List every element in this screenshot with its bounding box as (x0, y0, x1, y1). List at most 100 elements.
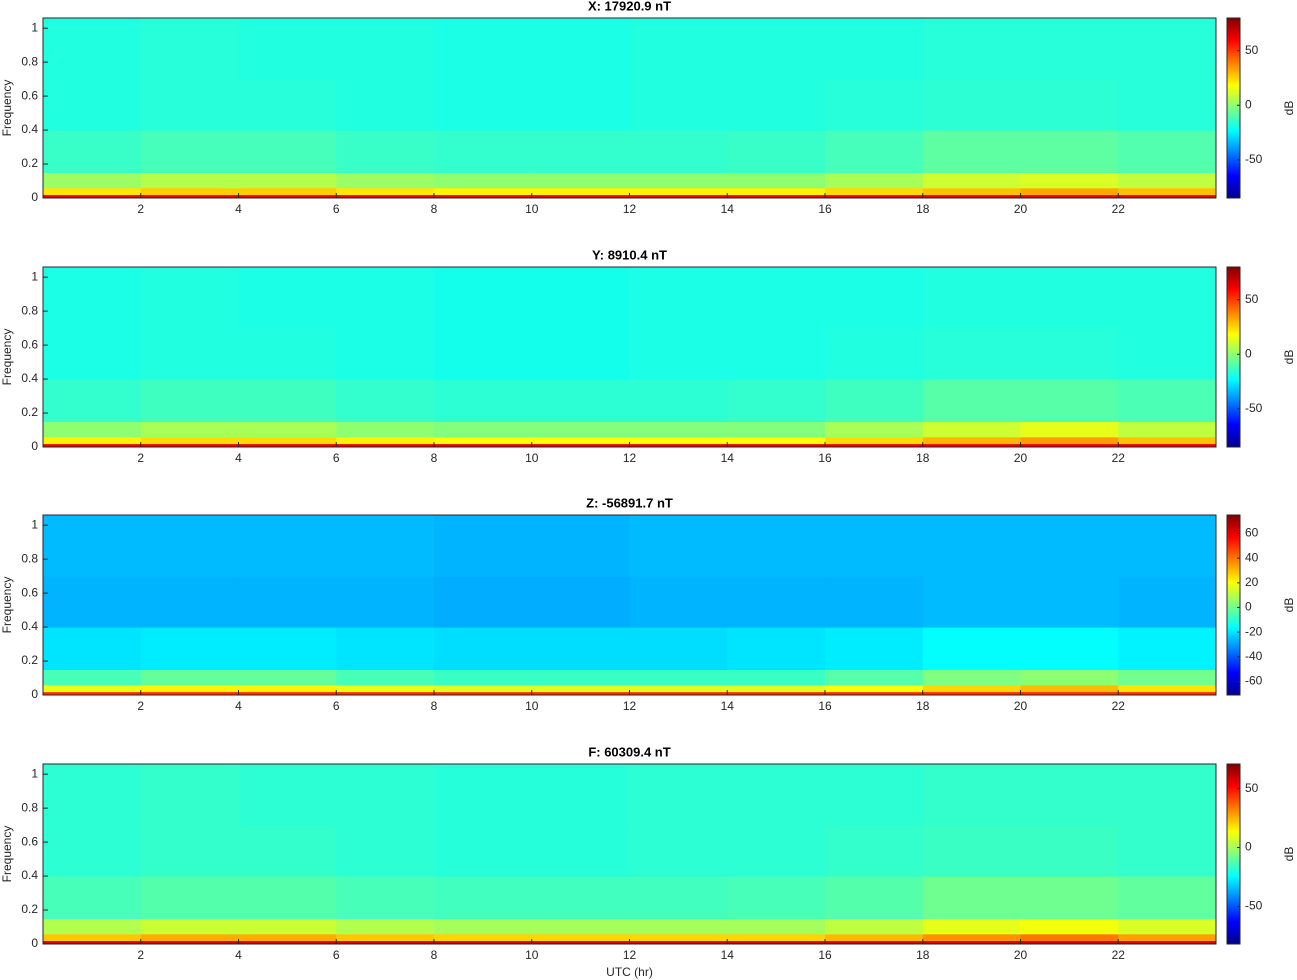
x-tick-label: 16 (818, 451, 832, 465)
x-tick-label: 10 (525, 699, 539, 713)
y-tick-label: 0.6 (21, 834, 38, 848)
cell (140, 79, 239, 131)
x-tick-label: 12 (623, 451, 637, 465)
cell (825, 436, 924, 445)
x-tick-label: 6 (333, 451, 340, 465)
cell (629, 436, 728, 445)
cell (336, 130, 435, 174)
cell (825, 691, 924, 696)
y-tick-label: 1 (31, 766, 38, 780)
cell (922, 825, 1021, 877)
cell (1020, 436, 1119, 445)
cell (43, 130, 142, 174)
x-tick-label: 10 (525, 202, 539, 216)
cell (727, 825, 826, 877)
cell (43, 515, 142, 577)
cell (140, 421, 239, 438)
cell (238, 576, 337, 628)
cell (336, 443, 435, 448)
cell (531, 576, 630, 628)
y-tick-label: 0.2 (21, 902, 38, 916)
cell (43, 436, 142, 445)
cell (140, 825, 239, 877)
cell (1118, 627, 1217, 671)
cell (238, 436, 337, 445)
y-tick-label: 0.4 (21, 868, 38, 882)
cell (922, 328, 1021, 380)
cell (43, 267, 142, 329)
y-tick-label: 0.2 (21, 653, 38, 667)
cell (825, 627, 924, 671)
cell (140, 443, 239, 448)
y-axis-label: Frequency (0, 80, 14, 137)
cell (922, 627, 1021, 671)
cell (434, 421, 533, 438)
colorbar-tick-label: -50 (1245, 401, 1263, 415)
y-tick-label: 0.8 (21, 551, 38, 565)
x-tick-label: 22 (1112, 202, 1126, 216)
cell (336, 267, 435, 329)
cell (1118, 436, 1217, 445)
x-tick-label: 20 (1014, 202, 1028, 216)
cell (825, 443, 924, 448)
cell (434, 691, 533, 696)
cell (140, 187, 239, 196)
cell (43, 825, 142, 877)
cell (238, 684, 337, 693)
cell (238, 18, 337, 80)
y-tick-label: 0 (31, 190, 38, 204)
cell (1118, 669, 1217, 686)
cell (336, 194, 435, 199)
y-tick-label: 0.4 (21, 619, 38, 633)
cell (531, 933, 630, 942)
cell (825, 918, 924, 935)
cell (922, 436, 1021, 445)
cell (140, 18, 239, 80)
colorbar-tick-label: 0 (1245, 346, 1252, 360)
cell (43, 918, 142, 935)
x-tick-label: 8 (431, 451, 438, 465)
cell (140, 918, 239, 935)
colorbar-tick-label: 0 (1245, 840, 1252, 854)
cell (43, 194, 142, 199)
cell (434, 194, 533, 199)
colorbar-tick-label: 0 (1245, 600, 1252, 614)
cell (140, 684, 239, 693)
cell (825, 933, 924, 942)
x-tick-label: 14 (721, 948, 735, 962)
cell (434, 933, 533, 942)
cell (825, 825, 924, 877)
colorbar-tick-label: 50 (1245, 43, 1259, 57)
title: F: 60309.4 nT (588, 744, 670, 759)
cell (140, 130, 239, 174)
cell (922, 764, 1021, 826)
cell (629, 684, 728, 693)
cell (922, 379, 1021, 423)
x-tick-label: 4 (235, 948, 242, 962)
cell (238, 669, 337, 686)
x-tick-label: 10 (525, 451, 539, 465)
y-tick-label: 1 (31, 517, 38, 531)
colorbar-tick-label: -50 (1245, 152, 1263, 166)
cell (1118, 515, 1217, 577)
cell (922, 443, 1021, 448)
y-tick-label: 0.4 (21, 371, 38, 385)
cell (629, 691, 728, 696)
cell (629, 421, 728, 438)
x-tick-label: 4 (235, 699, 242, 713)
cell (825, 576, 924, 628)
x-tick-label: 6 (333, 202, 340, 216)
cell (43, 669, 142, 686)
cell (629, 515, 728, 577)
cell (1020, 328, 1119, 380)
x-tick-label: 22 (1112, 699, 1126, 713)
cell (336, 940, 435, 945)
cell (1118, 825, 1217, 877)
cell (825, 18, 924, 80)
cell (434, 876, 533, 920)
y-tick-label: 0.6 (21, 337, 38, 351)
cell (336, 933, 435, 942)
cell (1020, 576, 1119, 628)
cell (238, 379, 337, 423)
cell (629, 669, 728, 686)
